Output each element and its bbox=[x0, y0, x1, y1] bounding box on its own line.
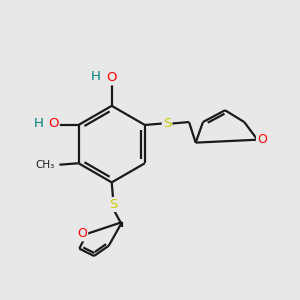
Text: H: H bbox=[34, 117, 44, 130]
Text: H: H bbox=[91, 70, 100, 83]
Text: O: O bbox=[77, 227, 87, 240]
Text: S: S bbox=[109, 198, 117, 211]
Text: O: O bbox=[106, 71, 117, 84]
Text: S: S bbox=[163, 117, 171, 130]
Text: CH₃: CH₃ bbox=[36, 160, 55, 170]
Text: O: O bbox=[48, 117, 59, 130]
Text: O: O bbox=[257, 133, 267, 146]
